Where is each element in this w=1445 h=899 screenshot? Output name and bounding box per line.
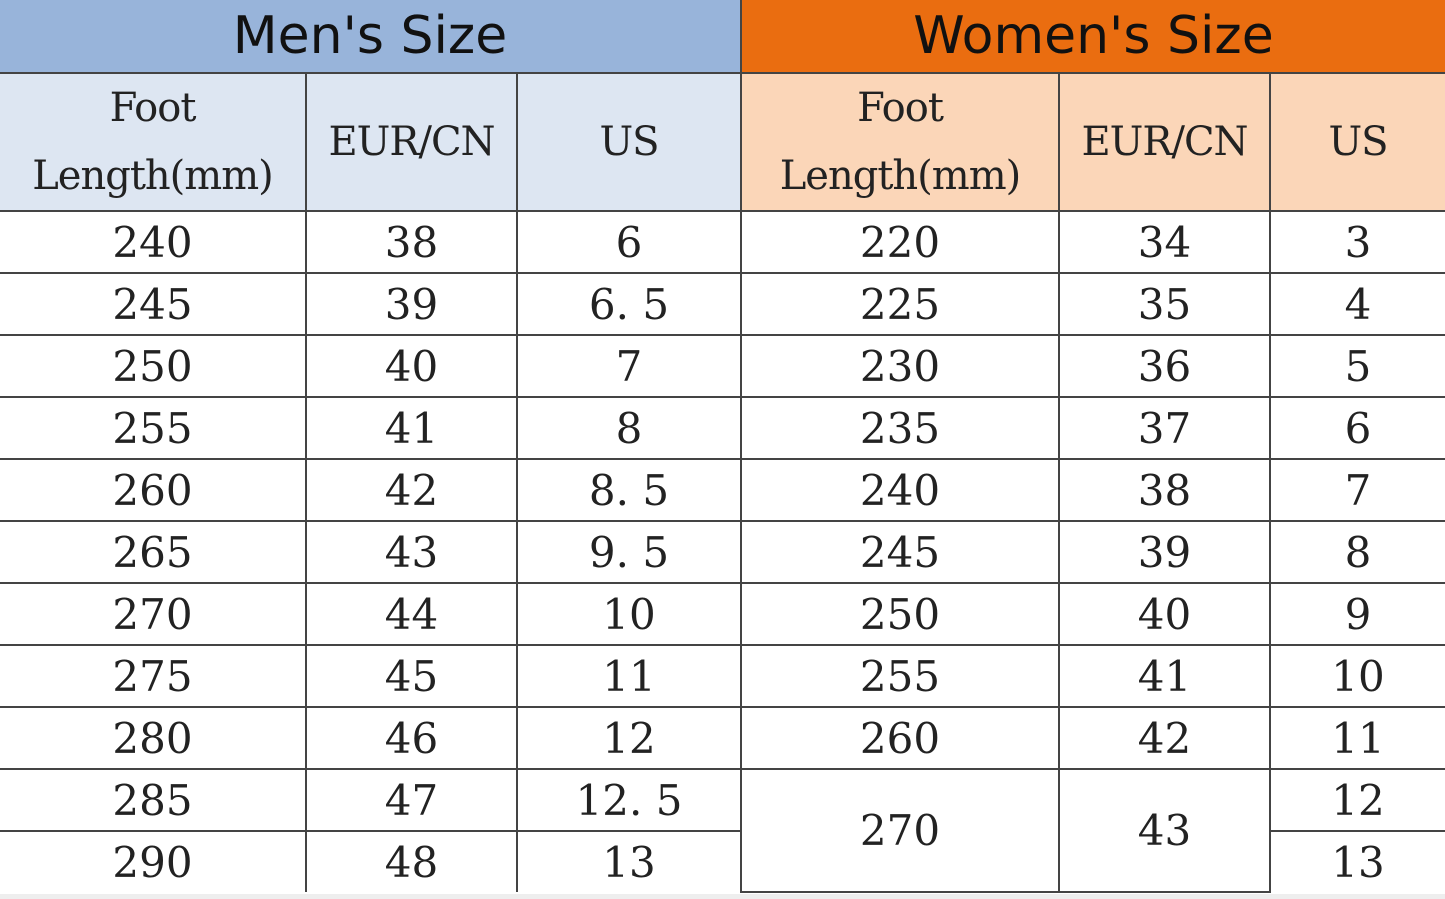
table-row: 265 43 9. 5 245 39 8 [0,520,1445,584]
women-us-cell: 5 [1269,334,1445,398]
men-eur-cn-cell: 43 [305,520,518,584]
women-us-cell: 11 [1269,706,1445,770]
men-us-cell: 6. 5 [516,272,742,336]
men-eur-cn-cell: 38 [305,210,518,274]
women-header-foot-length: Foot Length(mm) [740,72,1060,212]
women-header-eur-cn: EUR/CN [1058,72,1271,212]
table-row: 245 39 6. 5 225 35 4 [0,272,1445,336]
men-us-cell: 11 [516,644,742,708]
table-row: 270 44 10 250 40 9 [0,582,1445,646]
men-eur-cn-cell: 41 [305,396,518,460]
women-foot-length-cell: 235 [740,396,1060,460]
men-us-cell: 9. 5 [516,520,742,584]
men-eur-cn-cell: 42 [305,458,518,522]
men-us-cell: 12 [516,706,742,770]
mens-size-title: Men's Size [0,0,742,74]
men-eur-cn-cell: 46 [305,706,518,770]
women-eur-cn-cell: 36 [1058,334,1271,398]
women-us-cell: 4 [1269,272,1445,336]
table-row: 260 42 8. 5 240 38 7 [0,458,1445,522]
men-eur-cn-cell: 40 [305,334,518,398]
women-eur-cn-cell: 38 [1058,458,1271,522]
women-us-cell: 10 [1269,644,1445,708]
women-us-cell: 13 [1269,830,1445,892]
men-foot-length-cell: 250 [0,334,307,398]
men-us-cell: 8 [516,396,742,460]
table-row: 280 46 12 260 42 11 [0,706,1445,770]
bottom-strip [0,894,1445,899]
women-eur-cn-cell: 43 [1058,768,1271,893]
women-foot-length-cell: 270 [740,768,1060,893]
women-foot-length-cell: 240 [740,458,1060,522]
women-eur-cn-cell: 34 [1058,210,1271,274]
men-foot-length-cell: 265 [0,520,307,584]
table-row: 240 38 6 220 34 3 [0,210,1445,274]
women-eur-cn-cell: 39 [1058,520,1271,584]
men-foot-length-cell: 280 [0,706,307,770]
men-eur-cn-cell: 44 [305,582,518,646]
women-eur-cn-cell: 41 [1058,644,1271,708]
table-row: 290 48 13 13 [0,830,1445,892]
men-foot-length-cell: 255 [0,396,307,460]
women-foot-length-cell: 220 [740,210,1060,274]
table-row: 255 41 8 235 37 6 [0,396,1445,460]
women-eur-cn-cell: 42 [1058,706,1271,770]
men-header-foot-length: Foot Length(mm) [0,72,307,212]
women-foot-length-cell: 250 [740,582,1060,646]
women-us-cell: 8 [1269,520,1445,584]
women-eur-cn-cell: 35 [1058,272,1271,336]
men-us-cell: 12. 5 [516,768,742,832]
table-row: 275 45 11 255 41 10 [0,644,1445,708]
men-foot-length-cell: 285 [0,768,307,832]
womens-size-title: Women's Size [740,0,1445,74]
women-eur-cn-cell: 37 [1058,396,1271,460]
women-foot-length-cell: 260 [740,706,1060,770]
women-us-cell: 3 [1269,210,1445,274]
men-eur-cn-cell: 48 [305,830,518,892]
women-foot-length-cell: 245 [740,520,1060,584]
men-header-eur-cn: EUR/CN [305,72,518,212]
men-header-us: US [516,72,742,212]
women-us-cell: 12 [1269,768,1445,832]
men-foot-length-cell: 290 [0,830,307,892]
men-us-cell: 13 [516,830,742,892]
men-us-cell: 6 [516,210,742,274]
women-foot-length-cell: 230 [740,334,1060,398]
women-us-cell: 9 [1269,582,1445,646]
men-eur-cn-cell: 45 [305,644,518,708]
men-foot-length-cell: 245 [0,272,307,336]
men-foot-length-cell: 275 [0,644,307,708]
men-eur-cn-cell: 47 [305,768,518,832]
men-us-cell: 8. 5 [516,458,742,522]
men-foot-length-cell: 240 [0,210,307,274]
women-foot-length-cell: 225 [740,272,1060,336]
women-eur-cn-cell: 40 [1058,582,1271,646]
men-foot-length-cell: 260 [0,458,307,522]
table-row: 285 47 12. 5 270 43 12 [0,768,1445,893]
men-us-cell: 7 [516,334,742,398]
women-us-cell: 6 [1269,396,1445,460]
women-header-us: US [1269,72,1445,212]
men-eur-cn-cell: 39 [305,272,518,336]
men-us-cell: 10 [516,582,742,646]
women-foot-length-cell: 255 [740,644,1060,708]
women-us-cell: 7 [1269,458,1445,522]
table-row: 250 40 7 230 36 5 [0,334,1445,398]
men-foot-length-cell: 270 [0,582,307,646]
